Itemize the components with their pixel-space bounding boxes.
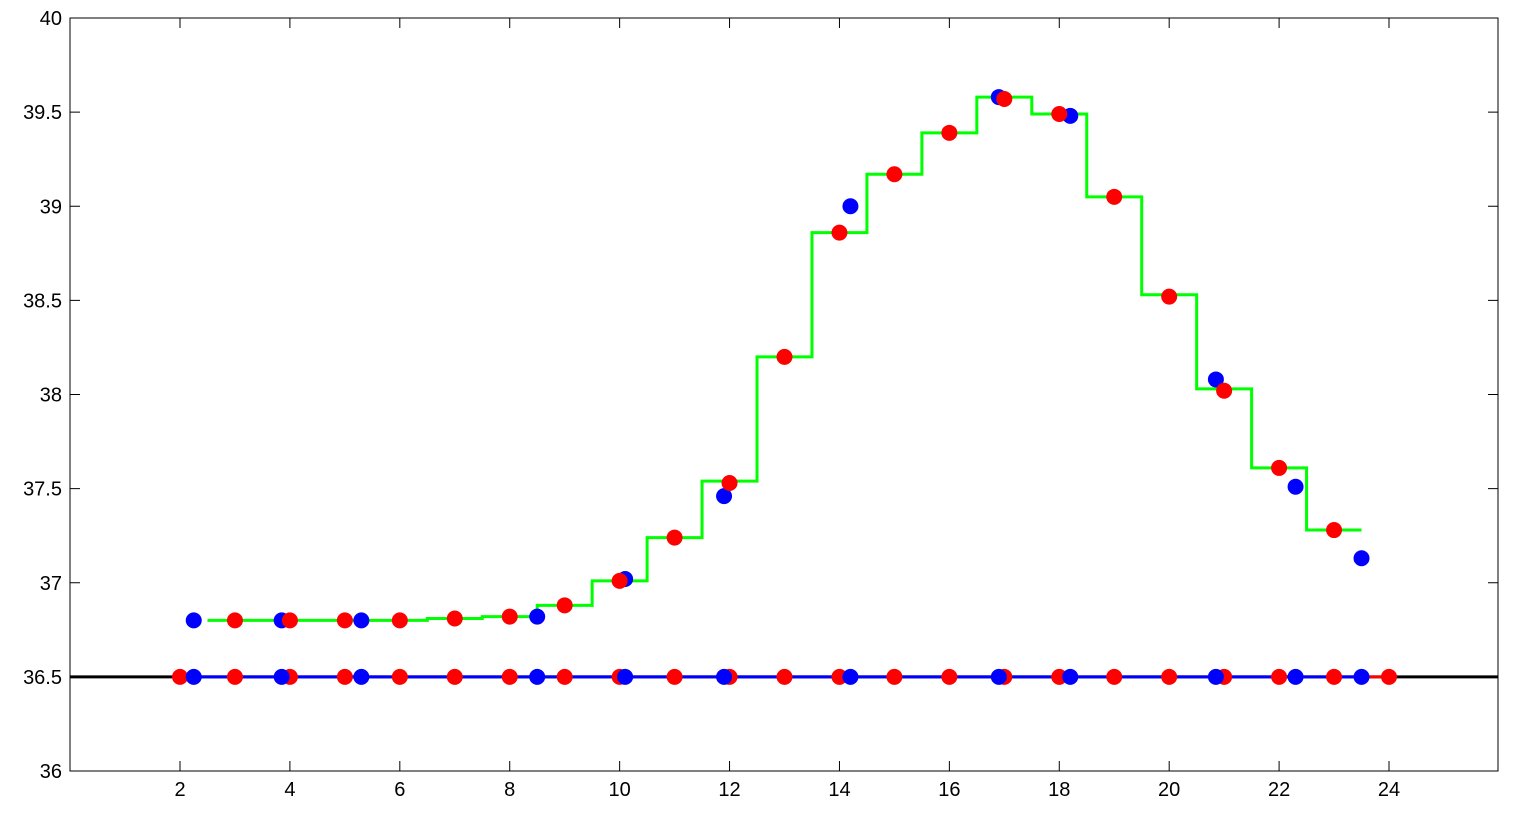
red-point [336,612,353,629]
y-tick-label: 36.5 [23,667,62,689]
blue-point [1353,550,1370,567]
step-series-line [207,95,1362,622]
red-point [886,166,903,183]
baseline-red-point [1326,668,1343,685]
y-tick-label: 40 [40,8,62,30]
red-point [996,90,1013,107]
red-point [611,572,628,589]
baseline-blue-point [1207,668,1224,685]
data-layer [70,89,1498,685]
red-point [1051,106,1068,123]
x-tick-label: 22 [1268,779,1290,801]
baseline-red-point [831,668,848,685]
blue-point [529,608,546,625]
baseline-blue-point [842,668,859,685]
y-tick-label: 37 [40,573,62,595]
x-tick-label: 14 [828,779,850,801]
baseline-blue-point [1062,668,1079,685]
axes-layer [69,17,1499,772]
x-tick-label: 24 [1378,779,1400,801]
x-tick-label: 20 [1158,779,1180,801]
blue-point [716,488,733,505]
red-point [1106,188,1123,205]
baseline-red-point [391,668,408,685]
baseline-blue-point [716,668,733,685]
red-point [776,348,793,365]
red-point [1216,382,1233,399]
baseline-red-point [501,668,518,685]
y-tick-label: 39.5 [23,102,62,124]
baseline-red-point [556,668,573,685]
blue-point [1287,478,1304,495]
y-tick-label: 36 [40,761,62,783]
baseline-blue-point [1287,668,1304,685]
red-point [391,612,408,629]
baseline-red-point [776,668,793,685]
plot-frame [69,17,1499,772]
baseline-red-point [1271,668,1288,685]
blue-point [185,612,202,629]
blue-point [353,612,370,629]
blue-point [1207,371,1224,388]
x-tick-label: 16 [938,779,960,801]
tick-label-layer: 2 4 6 8 10 12 14 16 18 20 22 243636.53737.53838.539… [23,8,1400,801]
red-point [1271,459,1288,476]
x-tick-label: 18 [1048,779,1070,801]
baseline-red-point [1106,668,1123,685]
baseline-red-point [1051,668,1068,685]
baseline-red-point [446,668,463,685]
y-tick-label: 39 [40,196,62,218]
red-point [1326,522,1343,539]
y-tick-label: 38.5 [23,290,62,312]
red-point [501,608,518,625]
baseline-red-point [226,668,243,685]
baseline-blue-point [273,668,290,685]
baseline-blue-point [529,668,546,685]
baseline-red-point [886,668,903,685]
red-point [831,224,848,241]
baseline-blue-point [185,668,202,685]
red-point [721,474,738,491]
x-tick-label: 6 [394,779,405,801]
red-point [226,612,243,629]
red-point [556,597,573,614]
baseline-blue-point [353,668,370,685]
x-tick-label: 12 [718,779,740,801]
baseline-blue-point [990,668,1007,685]
y-tick-label: 38 [40,385,62,407]
blue-point [842,198,859,215]
y-tick-label: 37.5 [23,479,62,501]
baseline-red-point [941,668,958,685]
baseline-red-point [666,668,683,685]
baseline-red-point [1381,668,1397,685]
red-point [666,529,683,546]
baseline-red-point [336,668,353,685]
red-point [281,612,298,629]
red-point [1161,288,1178,305]
red-point [446,610,463,627]
baseline-blue-point [617,668,634,685]
baseline-red-point [1161,668,1178,685]
x-tick-label: 10 [609,779,631,801]
baseline-red-point [172,668,188,685]
red-point [941,124,958,141]
x-tick-label: 4 [284,779,295,801]
x-tick-label: 2 [174,779,185,801]
x-tick-label: 8 [504,779,515,801]
baseline-blue-point [1353,668,1370,685]
